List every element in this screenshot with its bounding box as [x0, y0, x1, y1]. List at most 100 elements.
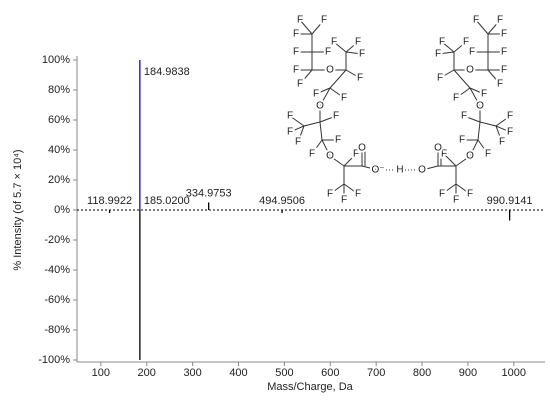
x-tick-label: 1000: [502, 367, 526, 379]
bond: [315, 87, 331, 95]
atom-label: F: [463, 37, 469, 48]
atom-label: F: [497, 79, 503, 90]
bond: [443, 153, 457, 167]
atom-label: O: [326, 151, 334, 162]
bond: [495, 125, 511, 133]
atom-label: F: [355, 37, 361, 48]
atom-label: F: [355, 189, 361, 200]
bond: [297, 125, 305, 143]
bond: [329, 87, 345, 99]
atom-label: F: [439, 189, 445, 200]
atom-label: F: [507, 111, 513, 122]
bond: [455, 87, 471, 99]
bond: [361, 165, 379, 171]
peak-label: 185.0200: [144, 195, 190, 207]
bond: [495, 125, 503, 143]
atom-label: F: [327, 189, 333, 200]
atom-label: F: [333, 111, 339, 122]
atom-label: F: [501, 65, 507, 76]
bond: [343, 183, 359, 195]
bond: [329, 183, 345, 195]
x-tick-label: 200: [138, 367, 156, 379]
bond: [475, 19, 489, 35]
bond: [319, 121, 323, 141]
atom-label: F: [309, 149, 315, 160]
atom-label: F: [353, 149, 359, 160]
atom-label: O: [476, 101, 484, 112]
atom-label: F: [357, 73, 363, 84]
atom-label: F: [331, 37, 337, 48]
x-tick-label: 900: [459, 367, 477, 379]
atom-label: O: [326, 65, 334, 76]
y-tick-label: -80%: [44, 324, 70, 336]
atom-label: F: [459, 135, 465, 146]
bond: [303, 121, 321, 127]
bond: [289, 125, 305, 133]
y-tick-label: -40%: [44, 264, 70, 276]
atom-label: F: [499, 137, 505, 148]
bond: [479, 121, 497, 127]
atom-label: F: [453, 93, 459, 104]
atom-label: F: [441, 149, 447, 160]
atom-label: F: [325, 47, 331, 58]
atom-label: F: [297, 15, 303, 26]
bond: [311, 19, 325, 35]
atom-label: F: [313, 89, 319, 100]
atom-label: F: [469, 47, 475, 58]
bond: [453, 41, 467, 53]
atom-label: F: [321, 15, 327, 26]
atom-label: O: [434, 143, 442, 154]
atom-label: H: [396, 165, 403, 176]
bond: [311, 139, 323, 155]
bond: [319, 115, 337, 123]
bond: [437, 51, 455, 55]
bond: [469, 87, 485, 95]
bond: [463, 115, 481, 123]
bond: [329, 69, 347, 89]
bond: [343, 153, 357, 167]
atom-label: F: [435, 49, 441, 60]
atom-label: O⁻: [371, 165, 384, 176]
atom-label: O: [466, 65, 474, 76]
atom-label: O: [316, 101, 324, 112]
atom-label: F: [473, 15, 479, 26]
peak-label: 334.9753: [186, 187, 232, 199]
peak-label: 990.9141: [487, 195, 533, 207]
bond: [421, 165, 439, 171]
atom-label: F: [439, 37, 445, 48]
atom-label: F: [497, 15, 503, 26]
atom-label: F: [335, 135, 341, 146]
atom-label: F: [481, 89, 487, 100]
bond: [441, 183, 457, 195]
bond: [345, 41, 359, 53]
bond: [487, 19, 501, 35]
bond: [469, 139, 479, 157]
bond: [439, 69, 455, 79]
atom-label: F: [341, 195, 347, 206]
x-tick-label: 700: [367, 367, 385, 379]
x-tick-label: 100: [92, 367, 110, 379]
x-tick-label: 500: [275, 367, 293, 379]
y-tick-label: -60%: [44, 294, 70, 306]
atom-label: F: [453, 195, 459, 206]
bond: [333, 41, 347, 53]
bond: [345, 51, 363, 55]
atom-label: F: [287, 111, 293, 122]
atom-label: F: [359, 49, 365, 60]
bond: [477, 139, 489, 155]
atom-label: F: [297, 79, 303, 90]
y-tick-label: 40%: [48, 144, 70, 156]
bond: [495, 115, 511, 127]
atom-label: O: [418, 165, 426, 176]
bond: [455, 183, 471, 195]
bond: [299, 19, 313, 35]
peak-label: 118.9922: [87, 195, 132, 207]
atom-label: F: [485, 149, 491, 160]
peak-label: 494.9506: [259, 195, 305, 207]
x-tick-label: 300: [183, 367, 201, 379]
y-tick-label: -20%: [44, 234, 70, 246]
atom-label: F: [341, 93, 347, 104]
bond: [345, 69, 361, 79]
x-tick-label: 400: [229, 367, 247, 379]
